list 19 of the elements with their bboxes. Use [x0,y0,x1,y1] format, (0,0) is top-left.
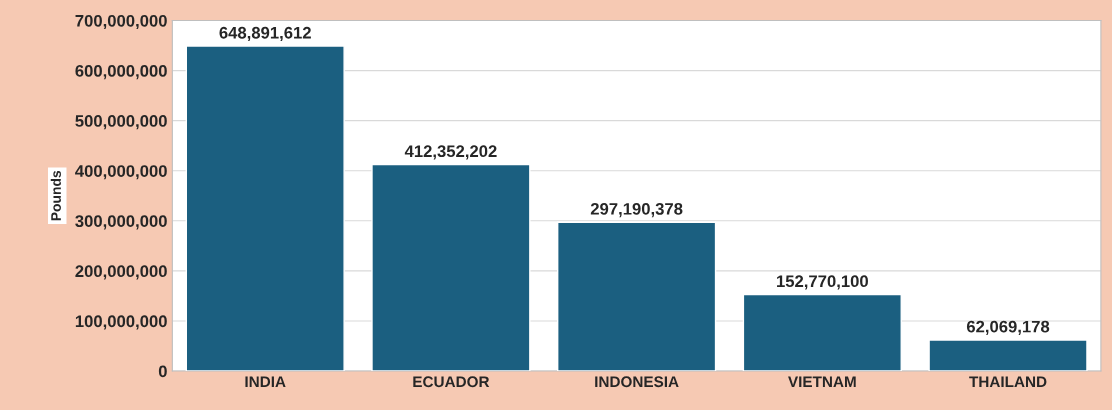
x-tick-label: INDONESIA [595,376,679,388]
x-tick-label: ECUADOR [413,376,490,388]
data-label: 648,891,612 [219,26,311,42]
y-tick-label: 300,000,000 [75,215,167,230]
data-label: 152,770,100 [777,275,868,290]
data-label: 62,069,178 [966,320,1050,335]
y-tick-label: 700,000,000 [75,14,167,30]
y-tick-label: 500,000,000 [75,115,167,130]
x-tick-label: INDIA [245,376,286,387]
x-tick-label: VIETNAM [788,376,856,387]
y-tick-label: 600,000,000 [75,64,167,80]
y-axis-title: Pounds [50,170,61,221]
x-tick-label: THAILAND [969,376,1047,387]
y-tick-label: 0 [158,365,167,378]
y-tick-label: 400,000,000 [75,165,167,180]
y-tick-label: 200,000,000 [75,265,167,280]
data-label: 297,190,378 [590,202,683,218]
data-label: 412,352,202 [404,145,497,160]
y-tick-label: 100,000,000 [75,315,167,330]
